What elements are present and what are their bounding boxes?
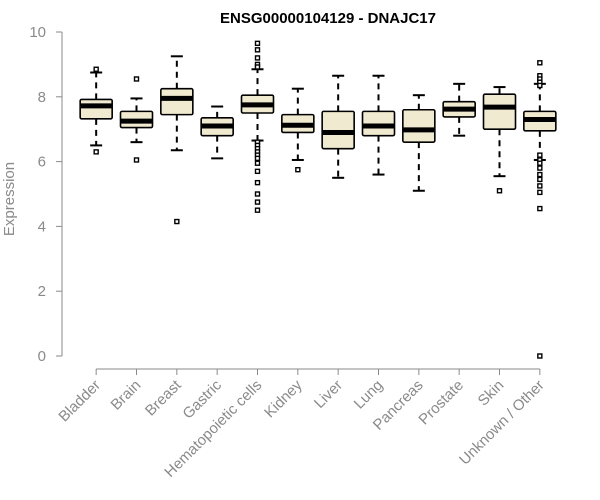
outlier-point (537, 160, 543, 166)
y-tick-label: 0 (38, 348, 46, 365)
outlier-point (254, 179, 261, 186)
outlier-point (93, 149, 99, 155)
box-pancreas (402, 94, 436, 192)
outlier-point (537, 60, 543, 66)
chart-title: ENSG00000104129 - DNAJC17 (220, 10, 436, 27)
outlier-point (174, 218, 180, 225)
y-tick-label: 6 (38, 154, 46, 171)
x-tick-label: Prostate (415, 377, 467, 429)
box-lung (361, 74, 396, 176)
y-tick-label: 4 (38, 218, 46, 235)
outlier-point (254, 168, 261, 175)
y-tick-label: 8 (38, 89, 46, 106)
box-skin (482, 86, 517, 194)
box-bladder (79, 66, 113, 155)
outlier-point (537, 171, 543, 178)
x-tick-label: Breast (142, 376, 185, 419)
box-liver (321, 74, 355, 179)
box-kidney (281, 87, 315, 173)
boxes-group (79, 40, 557, 359)
box-hematopoietic-cells (240, 40, 275, 213)
outlier-point (93, 66, 99, 72)
outlier-point (537, 152, 543, 158)
box-breast (160, 55, 194, 225)
iqr-box (482, 93, 517, 131)
y-tick-label: 2 (38, 283, 46, 300)
iqr-box (160, 87, 194, 116)
x-tick-label: Liver (311, 377, 346, 412)
x-tick-label: Brain (108, 377, 145, 414)
x-tick-label: Lung (351, 377, 387, 413)
iqr-box (402, 108, 436, 143)
outlier-point (133, 157, 140, 163)
outlier-point (295, 166, 301, 173)
outlier-point (537, 183, 543, 189)
box-unknown-other (523, 60, 557, 359)
outlier-point (254, 199, 261, 205)
outlier-point (496, 188, 503, 194)
box-gastric (200, 105, 234, 160)
x-tick-label: Bladder (55, 377, 104, 426)
x-tick-label: Kidney (261, 376, 306, 421)
x-tick-label: Skin (475, 377, 508, 410)
outlier-point (537, 82, 543, 89)
outlier-point (254, 64, 261, 70)
outlier-point (537, 205, 543, 212)
outlier-point (537, 176, 543, 183)
outlier-point (537, 353, 543, 359)
y-axis: 0 2 4 6 8 10 (29, 24, 63, 365)
outlier-point (254, 191, 261, 197)
outlier-point (254, 155, 261, 162)
outlier-point (254, 47, 261, 53)
y-axis-label: Expression (1, 162, 18, 236)
outlier-point (254, 160, 261, 166)
outlier-point (537, 165, 543, 171)
box-prostate (442, 82, 476, 137)
outlier-point (254, 55, 261, 61)
box-brain (119, 76, 154, 163)
iqr-box (79, 98, 113, 120)
y-tick-label: 10 (29, 24, 46, 41)
outlier-point (254, 40, 261, 47)
outlier-point (537, 189, 543, 196)
outlier-point (133, 76, 140, 82)
outlier-point (254, 207, 261, 213)
